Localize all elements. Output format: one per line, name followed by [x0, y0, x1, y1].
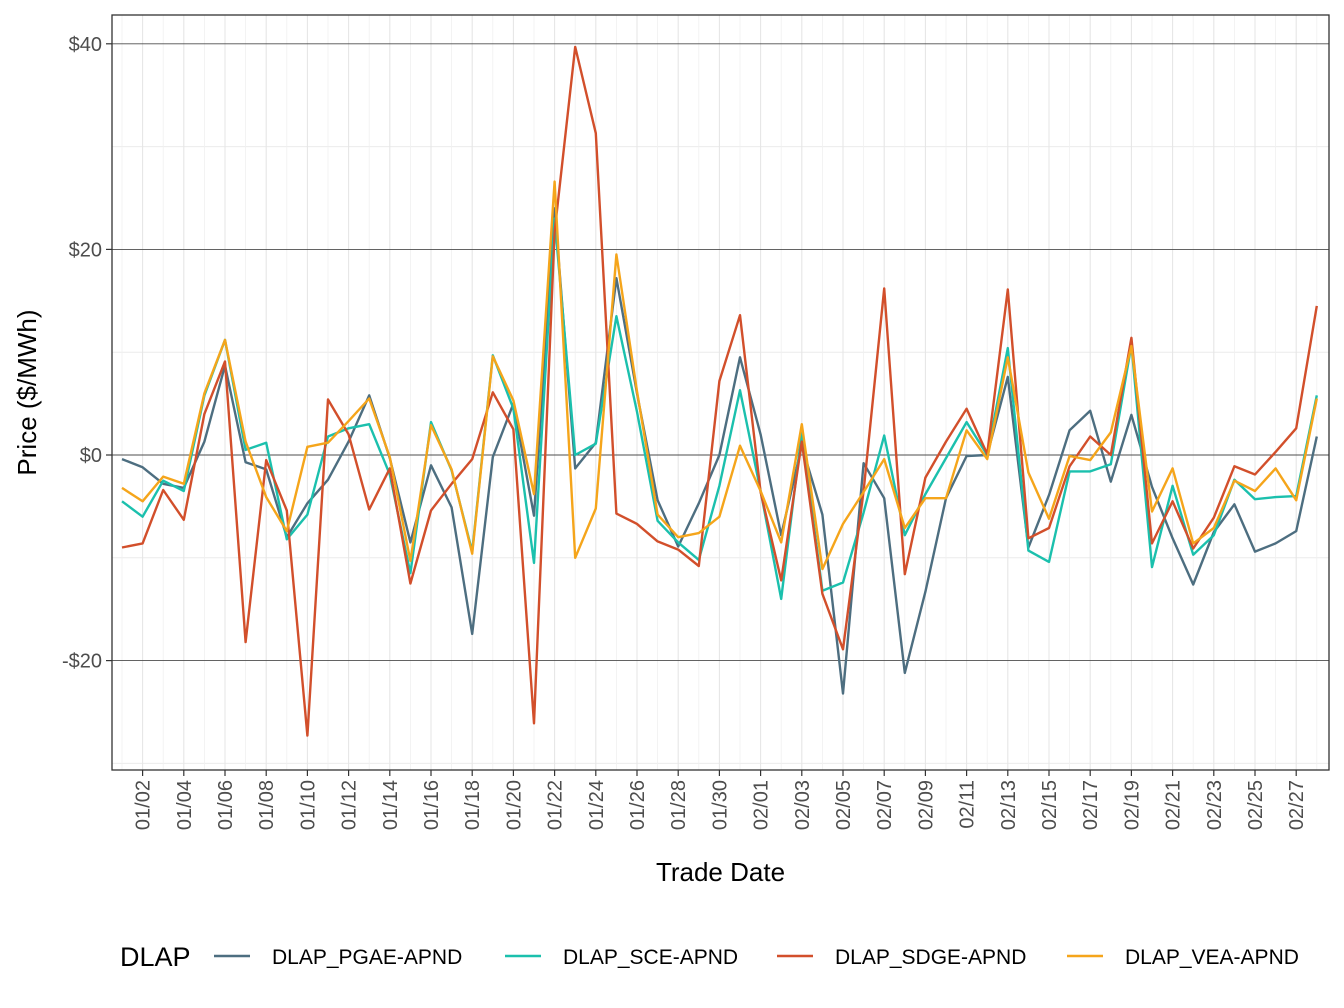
series-line-dlap_vea-apnd — [121, 180, 1318, 571]
gridlines — [112, 15, 1329, 770]
x-tick-label: 02/09 — [915, 780, 937, 830]
x-tick-label: 01/26 — [627, 780, 649, 830]
legend-label: DLAP_SDGE-APND — [835, 946, 1026, 969]
x-tick-label: 01/02 — [133, 780, 155, 830]
legend: DLAP DLAP_PGAE-APND DLAP_SCE-APND DLAP_SDG… — [120, 942, 1299, 972]
series-line-dlap_sce-apnd — [121, 217, 1318, 601]
x-tick-label: 02/25 — [1245, 780, 1267, 830]
x-tick-label: 01/10 — [297, 780, 319, 830]
series-line-dlap_sdge-apnd — [121, 45, 1318, 737]
x-tick-label: 01/24 — [586, 780, 608, 830]
x-tick-label: 01/06 — [215, 780, 237, 830]
x-tick-label: 02/01 — [751, 780, 773, 830]
y-axis: -$20 $0 $20 $40 — [62, 34, 112, 673]
x-tick-label: 02/15 — [1039, 780, 1061, 830]
plot-panel-border — [111, 14, 1330, 771]
legend-label: DLAP_SCE-APND — [563, 946, 738, 969]
x-tick-label: 02/03 — [792, 780, 814, 830]
x-tick-label: 01/16 — [421, 780, 443, 830]
x-tick-label: 01/28 — [668, 780, 690, 830]
series-lines — [121, 45, 1318, 737]
x-tick-label: 02/21 — [1163, 780, 1185, 830]
legend-title: DLAP — [120, 942, 191, 972]
y-tick-label: -$20 — [62, 651, 102, 673]
y-tick-label: $0 — [80, 445, 102, 467]
x-tick-label: 01/12 — [339, 780, 361, 830]
series-line-dlap_pgae-apnd — [121, 207, 1318, 695]
x-tick-label: 02/19 — [1121, 780, 1143, 830]
x-tick-label: 01/22 — [545, 780, 567, 830]
y-tick-label: $40 — [69, 34, 102, 56]
x-tick-label: 01/04 — [174, 780, 196, 830]
y-tick-label: $20 — [69, 239, 102, 261]
x-axis-title: Trade Date — [656, 857, 785, 887]
x-tick-label: 01/30 — [709, 780, 731, 830]
x-tick-label: 01/18 — [462, 780, 484, 830]
x-tick-label: 02/23 — [1204, 780, 1226, 830]
x-tick-label: 02/17 — [1080, 780, 1102, 830]
x-tick-label: 02/05 — [833, 780, 855, 830]
legend-label: DLAP_VEA-APND — [1125, 946, 1299, 969]
legend-label: DLAP_PGAE-APND — [272, 946, 462, 969]
x-tick-label: 01/20 — [503, 780, 525, 830]
x-axis: 01/02 01/04 01/06 01/08 01/10 01/12 01/14 01/16… — [133, 770, 1308, 830]
x-tick-label: 01/08 — [256, 780, 278, 830]
x-tick-label: 02/27 — [1286, 780, 1308, 830]
x-tick-label: 01/14 — [380, 780, 402, 830]
y-axis-title: Price ($/MWh) — [12, 309, 42, 475]
x-tick-label: 02/13 — [998, 780, 1020, 830]
x-tick-label: 02/07 — [874, 780, 896, 830]
x-tick-label: 02/11 — [957, 780, 979, 829]
